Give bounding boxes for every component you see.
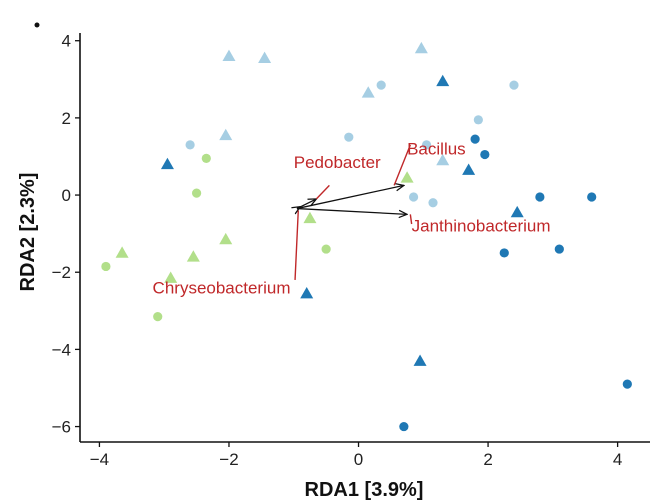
taxon-leader-line bbox=[294, 210, 299, 280]
taxon-label: Janthinobacterium bbox=[412, 217, 551, 236]
sample-point-triangle bbox=[258, 51, 272, 63]
y-tick-label: 4 bbox=[62, 32, 71, 51]
axes: −4 −2 0 2 4 4 2 0 −2 −4 −6 bbox=[52, 32, 650, 469]
y-tick-label: 0 bbox=[62, 186, 71, 205]
sample-point-triangle bbox=[413, 354, 427, 366]
x-tick-label: 4 bbox=[613, 450, 622, 469]
sample-point-triangle bbox=[303, 211, 317, 224]
sample-point-triangle bbox=[222, 49, 236, 62]
sample-point-triangle bbox=[400, 171, 414, 183]
sample-point-triangle bbox=[186, 250, 200, 262]
corner-dot bbox=[34, 22, 40, 28]
sample-point-triangle bbox=[510, 205, 524, 218]
sample-point-triangle bbox=[219, 128, 233, 141]
sample-point-triangle bbox=[164, 271, 178, 283]
y-axis-title: RDA2 [2.3%] bbox=[17, 173, 39, 292]
sample-point-circle bbox=[321, 244, 331, 254]
y-tick-label: −2 bbox=[52, 263, 71, 282]
sample-point-triangle bbox=[160, 157, 174, 170]
taxon-leader-line bbox=[393, 144, 411, 186]
sample-point-triangle bbox=[361, 86, 375, 98]
taxon-arrow bbox=[297, 207, 300, 209]
y-tick-label: −4 bbox=[52, 340, 71, 359]
y-tick-label: 2 bbox=[62, 109, 71, 128]
sample-point-circle bbox=[399, 421, 409, 432]
x-tick-label: −4 bbox=[90, 450, 109, 469]
sample-point-circle bbox=[201, 153, 211, 164]
sample-point-circle bbox=[191, 188, 202, 198]
x-axis-title: RDA1 [3.9%] bbox=[305, 479, 424, 501]
sample-point-circle bbox=[344, 132, 354, 142]
sample-point-triangle bbox=[414, 41, 428, 54]
taxon-labels: Pedobacter Bacillus Janthinobacterium Chrys… bbox=[153, 140, 551, 298]
taxon-leader-line bbox=[315, 184, 330, 200]
sample-point-circle bbox=[376, 80, 386, 90]
taxon-arrow bbox=[296, 207, 407, 215]
sample-point-circle bbox=[622, 379, 632, 389]
taxon-arrows bbox=[297, 185, 407, 214]
sample-point-circle bbox=[473, 115, 483, 125]
sample-point-circle bbox=[509, 80, 519, 90]
sample-point-circle bbox=[587, 192, 597, 202]
sample-point-circle bbox=[535, 192, 545, 202]
sample-point-circle bbox=[101, 261, 111, 272]
x-tick-label: −2 bbox=[219, 450, 238, 469]
sample-point-circle bbox=[185, 140, 195, 150]
sample-point-triangle bbox=[115, 246, 129, 258]
sample-point-circle bbox=[554, 244, 564, 254]
taxon-leader-line bbox=[409, 214, 413, 225]
taxon-label: Chryseobacterium bbox=[153, 278, 291, 297]
x-tick-label: 2 bbox=[483, 450, 492, 469]
sample-point-circle bbox=[499, 248, 509, 258]
sample-point-triangle bbox=[436, 153, 450, 166]
sample-point-circle bbox=[428, 198, 438, 208]
sample-point-circle bbox=[480, 149, 490, 160]
sample-point-triangle bbox=[436, 74, 450, 87]
y-tick-label: −6 bbox=[52, 418, 71, 437]
taxon-label: Pedobacter bbox=[294, 153, 381, 172]
sample-point-circle bbox=[408, 192, 419, 202]
sample-points bbox=[101, 41, 632, 432]
x-tick-label: 0 bbox=[354, 450, 363, 469]
sample-point-triangle bbox=[300, 286, 314, 299]
taxon-label: Bacillus bbox=[407, 140, 466, 159]
sample-point-triangle bbox=[219, 232, 233, 245]
sample-point-triangle bbox=[462, 163, 476, 175]
sample-point-circle bbox=[421, 140, 432, 150]
sample-point-circle bbox=[153, 311, 163, 322]
sample-point-circle bbox=[470, 134, 480, 144]
